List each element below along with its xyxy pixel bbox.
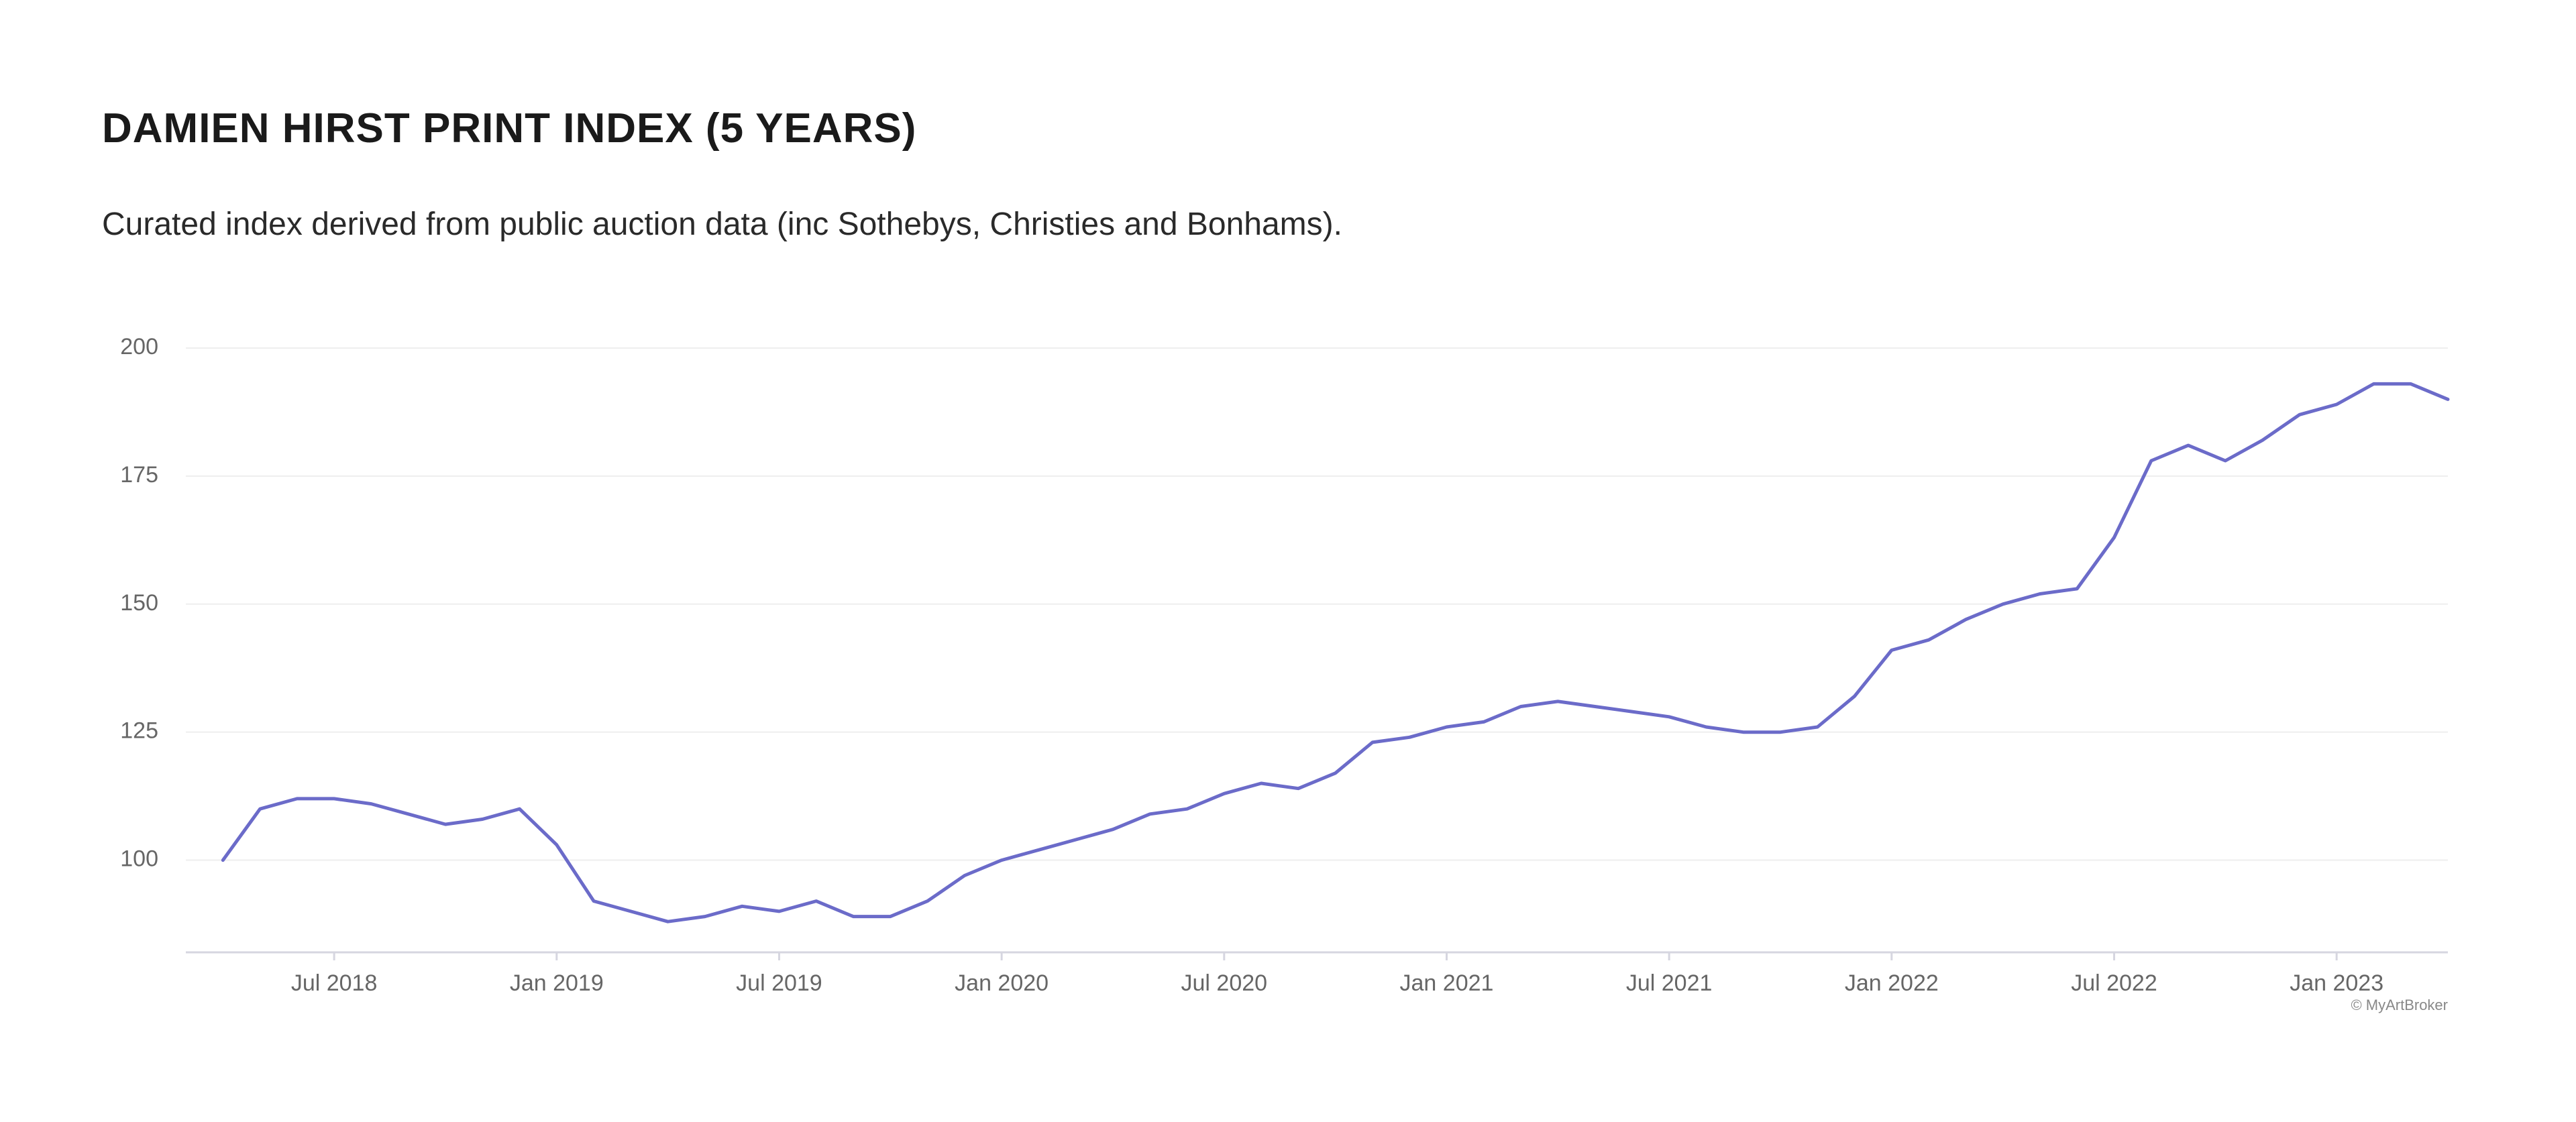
- chart-subtitle: Curated index derived from public auctio…: [102, 207, 1342, 242]
- y-tick-label: 150: [120, 590, 158, 616]
- x-tick-label: Jul 2022: [2071, 970, 2157, 996]
- x-tick-label: Jul 2020: [1181, 970, 1268, 996]
- x-tick-label: Jan 2022: [1845, 970, 1939, 996]
- y-tick-label: 175: [120, 462, 158, 488]
- line: [221, 382, 2450, 923]
- chart-title: DAMIEN HIRST PRINT INDEX (5 YEARS): [102, 105, 916, 152]
- x-tick-label: Jul 2018: [291, 970, 378, 996]
- x-tick-label: Jan 2020: [955, 970, 1049, 996]
- x-tick-label: Jul 2019: [736, 970, 822, 996]
- x-tick-label: Jan 2019: [510, 970, 604, 996]
- y-tick-label: 100: [120, 846, 158, 872]
- y-tick-label: 200: [120, 334, 158, 359]
- credit: © MyArtBroker: [2351, 997, 2448, 1013]
- x-tick-label: Jan 2023: [2290, 970, 2383, 996]
- x-tick-label: Jul 2021: [1626, 970, 1713, 996]
- y-tick-label: 125: [120, 718, 158, 744]
- x-tick-label: Jan 2021: [1400, 970, 1494, 996]
